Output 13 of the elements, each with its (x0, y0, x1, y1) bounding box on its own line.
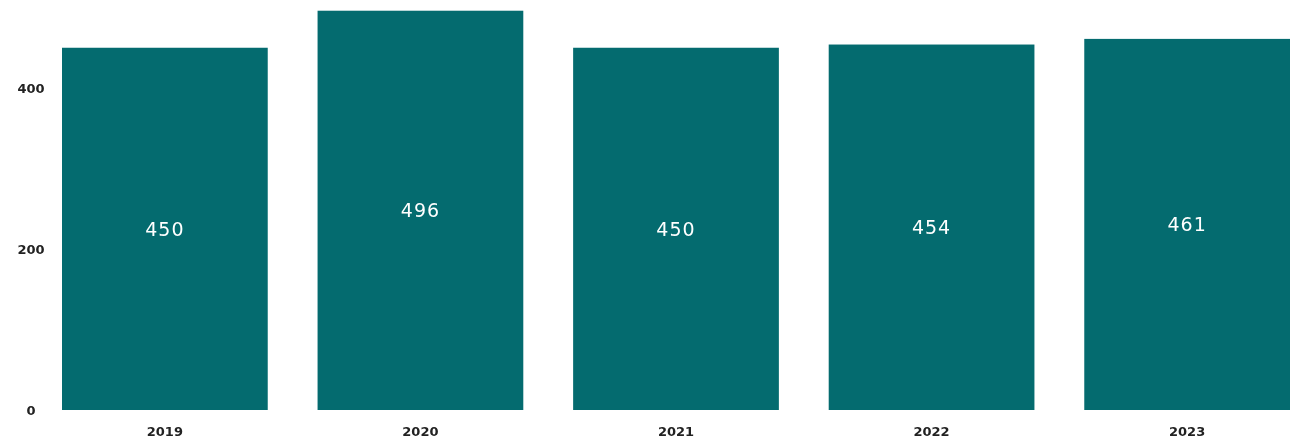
y-tick-label: 0 (26, 402, 36, 418)
data-label: 461 (1167, 213, 1207, 236)
x-tick-label: 2020 (402, 424, 439, 439)
y-tick-label: 400 (17, 80, 45, 96)
x-tick-label: 2021 (657, 424, 695, 439)
data-label: 454 (911, 215, 952, 238)
x-tick-label: 2019 (146, 424, 183, 439)
data-label: 496 (400, 199, 441, 222)
data-label: 450 (145, 217, 185, 240)
data-label: 450 (656, 217, 696, 240)
y-tick-label: 200 (17, 241, 45, 257)
x-tick-label: 2022 (913, 424, 950, 439)
x-tick-label: 2023 (1169, 424, 1206, 439)
